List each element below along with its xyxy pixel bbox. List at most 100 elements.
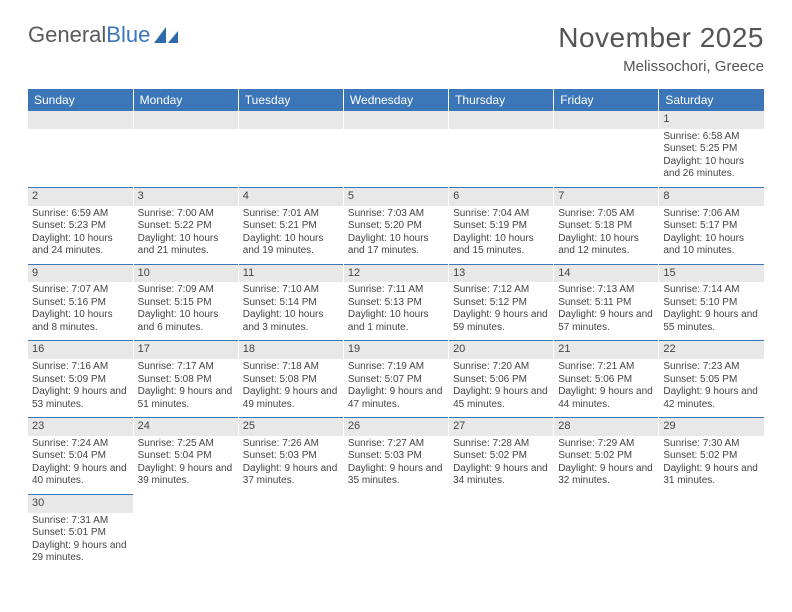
calendar-cell: 18Sunrise: 7:18 AMSunset: 5:08 PMDayligh… [238, 340, 343, 417]
calendar-cell: 12Sunrise: 7:11 AMSunset: 5:13 PMDayligh… [343, 264, 448, 341]
weekday-header: Wednesday [343, 89, 448, 111]
calendar-cell [133, 494, 238, 571]
calendar-cell [133, 111, 238, 187]
sunset-text: Sunset: 5:02 PM [663, 450, 760, 463]
daylight-text: Daylight: 10 hours and 24 minutes. [32, 233, 129, 258]
daylight-text: Daylight: 9 hours and 57 minutes. [558, 309, 654, 334]
calendar-cell: 14Sunrise: 7:13 AMSunset: 5:11 PMDayligh… [554, 264, 659, 341]
calendar-cell: 3Sunrise: 7:00 AMSunset: 5:22 PMDaylight… [133, 187, 238, 264]
logo-sail-icon [152, 25, 182, 45]
calendar-cell: 15Sunrise: 7:14 AMSunset: 5:10 PMDayligh… [659, 264, 764, 341]
sunrise-text: Sunrise: 7:20 AM [453, 361, 549, 374]
sunset-text: Sunset: 5:12 PM [453, 297, 549, 310]
sunset-text: Sunset: 5:01 PM [32, 527, 129, 540]
cell-body [344, 129, 448, 183]
day-number-bar: 27 [449, 417, 553, 436]
day-number-bar: 9 [28, 264, 133, 283]
sunset-text: Sunset: 5:18 PM [558, 220, 654, 233]
calendar-cell [28, 111, 133, 187]
sunrise-text: Sunrise: 7:14 AM [663, 284, 760, 297]
daylight-text: Daylight: 9 hours and 47 minutes. [348, 386, 444, 411]
cell-body [134, 129, 238, 183]
cell-body: Sunrise: 7:10 AMSunset: 5:14 PMDaylight:… [239, 282, 343, 340]
calendar-cell: 1Sunrise: 6:58 AMSunset: 5:25 PMDaylight… [659, 111, 764, 187]
daylight-text: Daylight: 10 hours and 17 minutes. [348, 233, 444, 258]
calendar-cell [659, 494, 764, 571]
sunset-text: Sunset: 5:08 PM [138, 374, 234, 387]
cell-body: Sunrise: 7:14 AMSunset: 5:10 PMDaylight:… [659, 282, 764, 340]
day-number-bar [344, 494, 448, 512]
cell-body: Sunrise: 7:21 AMSunset: 5:06 PMDaylight:… [554, 359, 658, 417]
day-number-bar: 15 [659, 264, 764, 283]
day-number-bar: 6 [449, 187, 553, 206]
sunset-text: Sunset: 5:13 PM [348, 297, 444, 310]
calendar-table: SundayMondayTuesdayWednesdayThursdayFrid… [28, 89, 764, 571]
cell-body [344, 512, 448, 566]
day-number-bar: 4 [239, 187, 343, 206]
logo-text-part1: General [28, 22, 106, 48]
sunset-text: Sunset: 5:03 PM [243, 450, 339, 463]
weekday-header: Friday [554, 89, 659, 111]
sunrise-text: Sunrise: 7:19 AM [348, 361, 444, 374]
cell-body: Sunrise: 7:18 AMSunset: 5:08 PMDaylight:… [239, 359, 343, 417]
daylight-text: Daylight: 9 hours and 32 minutes. [558, 463, 654, 488]
day-number-bar: 21 [554, 340, 658, 359]
cell-body: Sunrise: 7:00 AMSunset: 5:22 PMDaylight:… [134, 206, 238, 264]
day-number-bar: 20 [449, 340, 553, 359]
sunrise-text: Sunrise: 7:04 AM [453, 208, 549, 221]
day-number-bar: 28 [554, 417, 658, 436]
calendar-cell: 20Sunrise: 7:20 AMSunset: 5:06 PMDayligh… [449, 340, 554, 417]
daylight-text: Daylight: 10 hours and 8 minutes. [32, 309, 129, 334]
cell-body: Sunrise: 7:12 AMSunset: 5:12 PMDaylight:… [449, 282, 553, 340]
sunset-text: Sunset: 5:04 PM [138, 450, 234, 463]
page-title: November 2025 [558, 22, 764, 54]
sunset-text: Sunset: 5:16 PM [32, 297, 129, 310]
sunrise-text: Sunrise: 7:31 AM [32, 515, 129, 528]
calendar-cell: 6Sunrise: 7:04 AMSunset: 5:19 PMDaylight… [449, 187, 554, 264]
daylight-text: Daylight: 10 hours and 1 minute. [348, 309, 444, 334]
sunset-text: Sunset: 5:17 PM [663, 220, 760, 233]
sunrise-text: Sunrise: 7:06 AM [663, 208, 760, 221]
daylight-text: Daylight: 9 hours and 45 minutes. [453, 386, 549, 411]
day-number-bar [134, 111, 238, 129]
daylight-text: Daylight: 9 hours and 44 minutes. [558, 386, 654, 411]
day-number-bar: 16 [28, 340, 133, 359]
day-number-bar: 14 [554, 264, 658, 283]
calendar-cell [449, 494, 554, 571]
calendar-cell [343, 111, 448, 187]
weekday-header: Monday [133, 89, 238, 111]
calendar-cell [554, 111, 659, 187]
day-number-bar: 2 [28, 187, 133, 206]
sunset-text: Sunset: 5:14 PM [243, 297, 339, 310]
daylight-text: Daylight: 10 hours and 6 minutes. [138, 309, 234, 334]
sunset-text: Sunset: 5:05 PM [663, 374, 760, 387]
day-number-bar [134, 494, 238, 512]
day-number-bar: 24 [134, 417, 238, 436]
sunset-text: Sunset: 5:06 PM [558, 374, 654, 387]
cell-body: Sunrise: 7:06 AMSunset: 5:17 PMDaylight:… [659, 206, 764, 264]
cell-body: Sunrise: 7:07 AMSunset: 5:16 PMDaylight:… [28, 282, 133, 340]
calendar-cell [449, 111, 554, 187]
sunset-text: Sunset: 5:09 PM [32, 374, 129, 387]
daylight-text: Daylight: 9 hours and 35 minutes. [348, 463, 444, 488]
calendar-row: 30Sunrise: 7:31 AMSunset: 5:01 PMDayligh… [28, 494, 764, 571]
day-number-bar: 23 [28, 417, 133, 436]
sunset-text: Sunset: 5:19 PM [453, 220, 549, 233]
cell-body [239, 512, 343, 566]
sunrise-text: Sunrise: 7:23 AM [663, 361, 760, 374]
calendar-body: 1Sunrise: 6:58 AMSunset: 5:25 PMDaylight… [28, 111, 764, 571]
logo-text-part2: Blue [106, 22, 150, 48]
header: GeneralBlue November 2025 Melissochori, … [28, 22, 764, 75]
day-number-bar: 29 [659, 417, 764, 436]
calendar-cell: 17Sunrise: 7:17 AMSunset: 5:08 PMDayligh… [133, 340, 238, 417]
sunrise-text: Sunrise: 7:13 AM [558, 284, 654, 297]
sunrise-text: Sunrise: 6:58 AM [663, 131, 760, 144]
calendar-cell: 10Sunrise: 7:09 AMSunset: 5:15 PMDayligh… [133, 264, 238, 341]
sunset-text: Sunset: 5:25 PM [663, 143, 760, 156]
daylight-text: Daylight: 9 hours and 55 minutes. [663, 309, 760, 334]
calendar-cell: 21Sunrise: 7:21 AMSunset: 5:06 PMDayligh… [554, 340, 659, 417]
day-number-bar [449, 111, 553, 129]
sunrise-text: Sunrise: 7:01 AM [243, 208, 339, 221]
cell-body: Sunrise: 7:01 AMSunset: 5:21 PMDaylight:… [239, 206, 343, 264]
daylight-text: Daylight: 9 hours and 40 minutes. [32, 463, 129, 488]
